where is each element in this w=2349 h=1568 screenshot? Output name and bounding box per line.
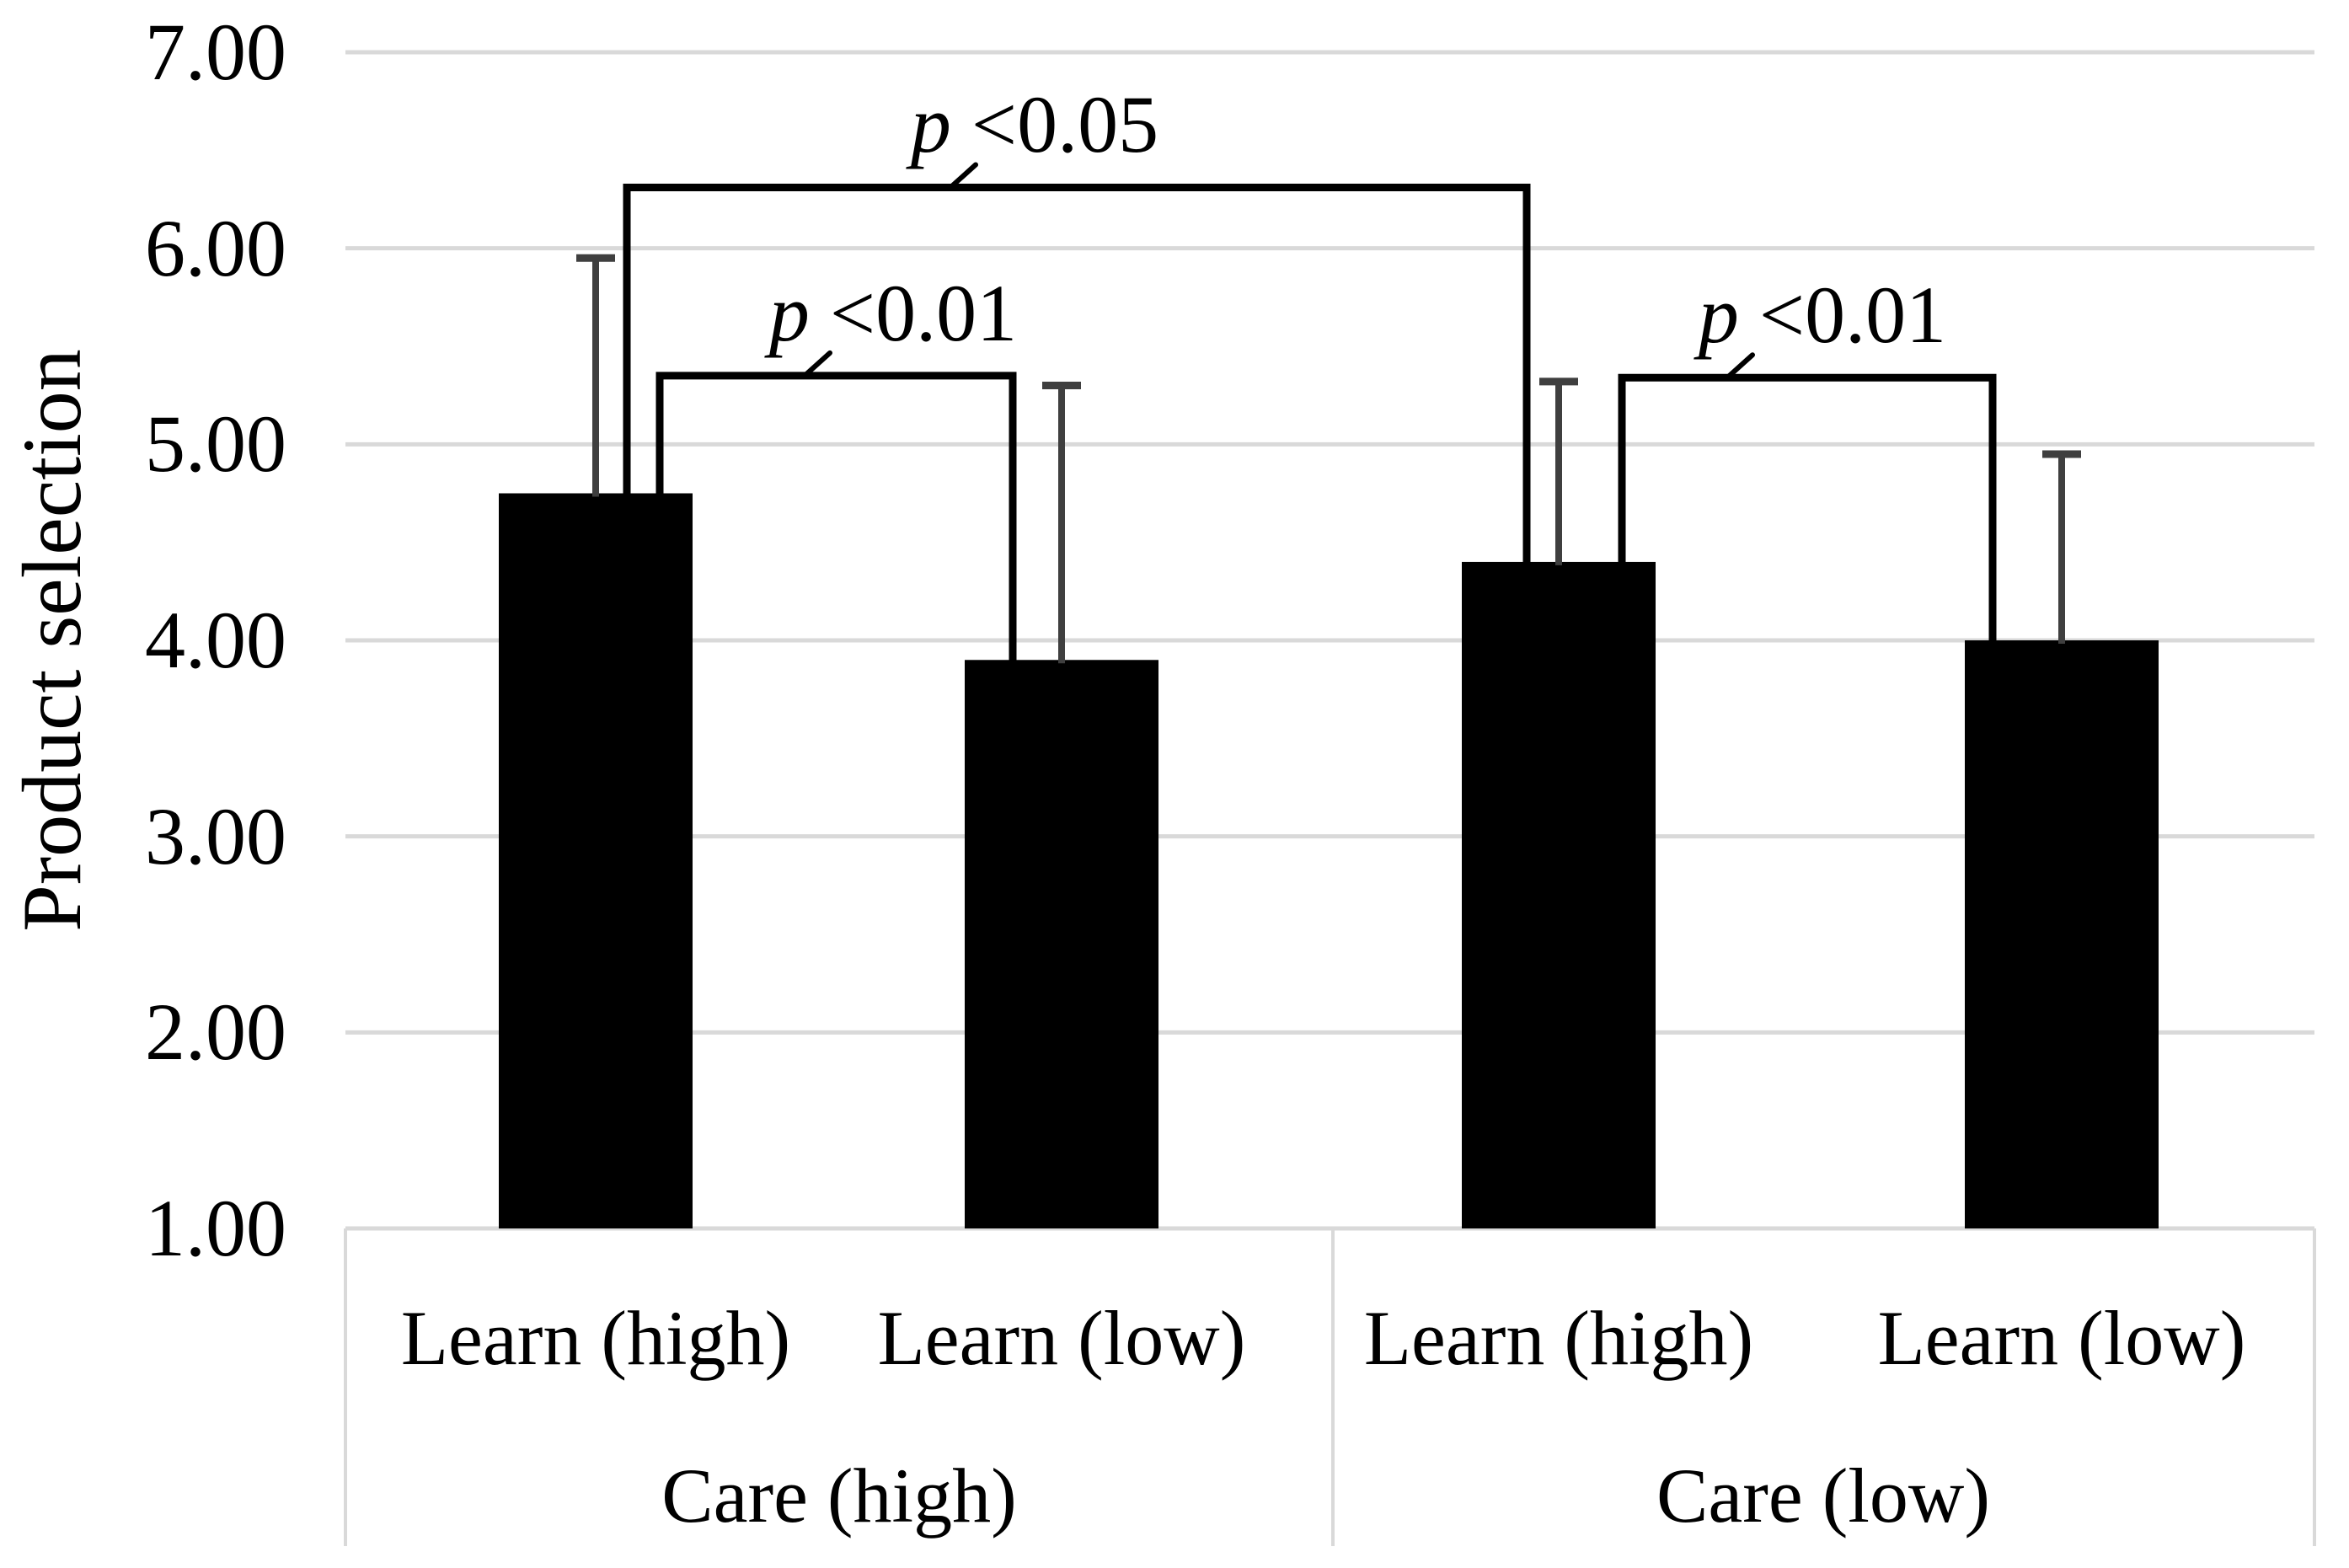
y-tick-label-7: 7.00 — [145, 7, 286, 97]
significance-bracket-2 — [1618, 373, 1997, 644]
bracket-label-leader-0 — [948, 162, 978, 190]
p-value: <0.01 — [809, 268, 1018, 358]
significance-label-p05: p <0.05 — [911, 84, 1158, 165]
significance-label-p01-right: p <0.01 — [1699, 275, 1946, 356]
p-symbol: p — [768, 268, 810, 358]
p-value: <0.05 — [950, 79, 1159, 169]
x-label-care-low: Care (low) — [1656, 1453, 1990, 1539]
y-tick-label-3: 3.00 — [145, 791, 286, 881]
x-label-care-high: Care (high) — [661, 1453, 1017, 1539]
y-tick-label-1: 1.00 — [145, 1183, 286, 1273]
bar-care-high-learn-low — [965, 660, 1158, 1228]
p-value: <0.01 — [1738, 270, 1947, 360]
x-label-learn-high-2: Learn (high) — [1363, 1295, 1754, 1381]
bracket-label-leader-2 — [1725, 352, 1755, 381]
x-label-learn-high-1: Learn (high) — [400, 1295, 791, 1381]
y-tick-label-6: 6.00 — [145, 203, 286, 293]
p-symbol: p — [910, 79, 951, 169]
bracket-label-leader-1 — [802, 350, 832, 378]
bar-care-low-learn-high — [1462, 561, 1656, 1228]
significance-label-p01-left: p <0.01 — [769, 273, 1017, 354]
y-tick-label-4: 4.00 — [145, 595, 286, 685]
significance-bracket-0 — [623, 184, 1531, 565]
bar-care-high-learn-high — [499, 493, 693, 1228]
x-label-learn-low-1: Learn (low) — [877, 1295, 1246, 1381]
y-tick-label-5: 5.00 — [145, 399, 286, 489]
significance-bracket-1 — [655, 372, 1017, 664]
x-label-learn-low-2: Learn (low) — [1877, 1295, 2246, 1381]
p-symbol: p — [1698, 270, 1739, 360]
bar-care-low-learn-low — [1965, 640, 2159, 1228]
y-tick-label-2: 2.00 — [145, 987, 286, 1077]
y-axis-title: Product selection — [5, 349, 99, 932]
